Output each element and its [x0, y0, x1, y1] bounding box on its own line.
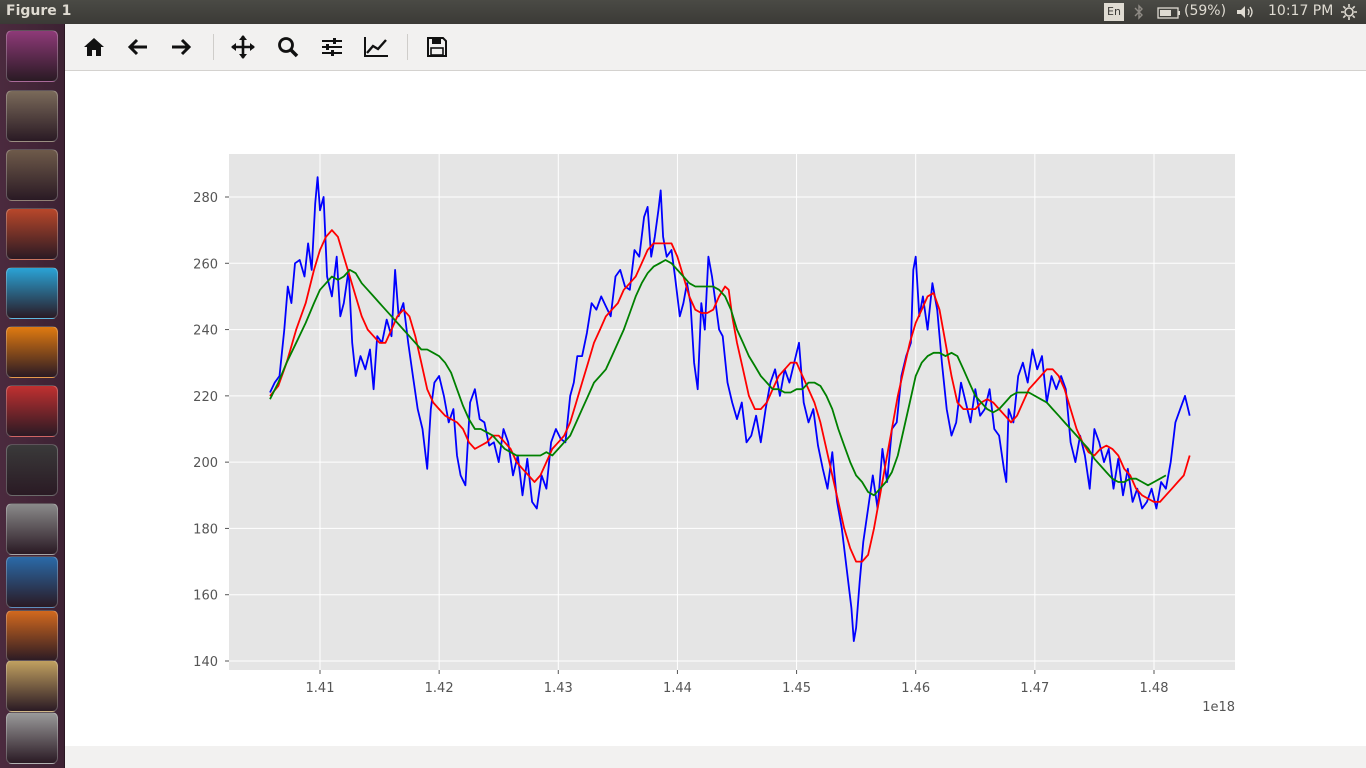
y-tick-label: 140 [193, 655, 218, 670]
back-button[interactable] [123, 32, 153, 62]
window-title: Figure 1 [6, 3, 72, 19]
launcher-vlc-icon[interactable] [6, 326, 58, 378]
home-button[interactable] [79, 32, 109, 62]
top-panel: Figure 1 En (59%) 10:17 PM [0, 0, 1366, 24]
volume-icon[interactable] [1236, 5, 1256, 19]
arrow-left-icon [127, 38, 147, 56]
series-red-line [269, 229, 1191, 563]
launcher-trash-icon[interactable] [6, 712, 58, 764]
toolbar-separator [407, 34, 408, 60]
figure-canvas[interactable]: 1.41 1.42 1.43 1.44 1.45 1.46 1.47 1.48 140 160 18… [65, 71, 1366, 746]
x-tick-label: 1.47 [1020, 681, 1049, 696]
launcher-app-icon[interactable] [6, 660, 58, 712]
arrow-right-icon [172, 38, 192, 56]
sliders-icon [322, 38, 342, 56]
x-tick-label: 1.48 [1140, 681, 1169, 696]
keyboard-indicator[interactable]: En [1104, 3, 1124, 21]
launcher-libreoffice-icon[interactable] [6, 556, 58, 608]
launcher [0, 24, 65, 768]
y-tick-label: 260 [193, 257, 218, 272]
x-offset-label: 1e18 [1202, 700, 1235, 715]
battery-icon[interactable] [1157, 7, 1181, 19]
launcher-document-viewer-icon[interactable] [6, 385, 58, 437]
subplots-button[interactable] [317, 32, 347, 62]
x-tick-label: 1.41 [306, 681, 335, 696]
launcher-chrome-icon[interactable] [6, 149, 58, 201]
line-chart[interactable]: 1.41 1.42 1.43 1.44 1.45 1.46 1.47 1.48 140 160 18… [65, 71, 1366, 746]
series-green-line [269, 259, 1167, 497]
toolbar-separator [213, 34, 214, 60]
x-tick-label: 1.42 [425, 681, 454, 696]
axes-button[interactable] [361, 32, 391, 62]
magnifier-icon [278, 37, 299, 58]
x-tick-label: 1.43 [544, 681, 573, 696]
gear-icon[interactable] [1341, 4, 1357, 20]
save-button[interactable] [422, 32, 452, 62]
y-tick-label: 280 [193, 191, 218, 206]
x-tick-label: 1.46 [901, 681, 930, 696]
forward-button[interactable] [166, 32, 196, 62]
status-bar [65, 746, 1366, 768]
plot-area [229, 154, 1235, 670]
zoom-button[interactable] [273, 32, 303, 62]
launcher-text-editor-icon[interactable] [6, 503, 58, 555]
launcher-terminal-icon[interactable] [6, 444, 58, 496]
y-tick-label: 220 [193, 390, 218, 405]
launcher-files-icon[interactable] [6, 90, 58, 142]
battery-percent: (59%) [1184, 3, 1227, 19]
launcher-software-center-icon[interactable] [6, 610, 58, 662]
series-blue-line [269, 176, 1191, 642]
floppy-icon [427, 37, 447, 57]
y-tick-label: 180 [193, 522, 218, 537]
y-tick-label: 160 [193, 589, 218, 604]
launcher-firefox-icon[interactable] [6, 208, 58, 260]
clock[interactable]: 10:17 PM [1268, 3, 1334, 19]
y-tick-label: 200 [193, 456, 218, 471]
x-tick-label: 1.44 [663, 681, 692, 696]
navigation-toolbar [65, 24, 1366, 71]
home-icon [84, 38, 104, 56]
x-tick-label: 1.45 [782, 681, 811, 696]
move-icon [231, 35, 255, 59]
pan-button[interactable] [228, 32, 258, 62]
line-chart-icon [364, 37, 388, 57]
launcher-dash-home-icon[interactable] [6, 30, 58, 82]
y-tick-label: 240 [193, 324, 218, 339]
bluetooth-icon[interactable] [1133, 4, 1145, 20]
launcher-skype-icon[interactable] [6, 267, 58, 319]
